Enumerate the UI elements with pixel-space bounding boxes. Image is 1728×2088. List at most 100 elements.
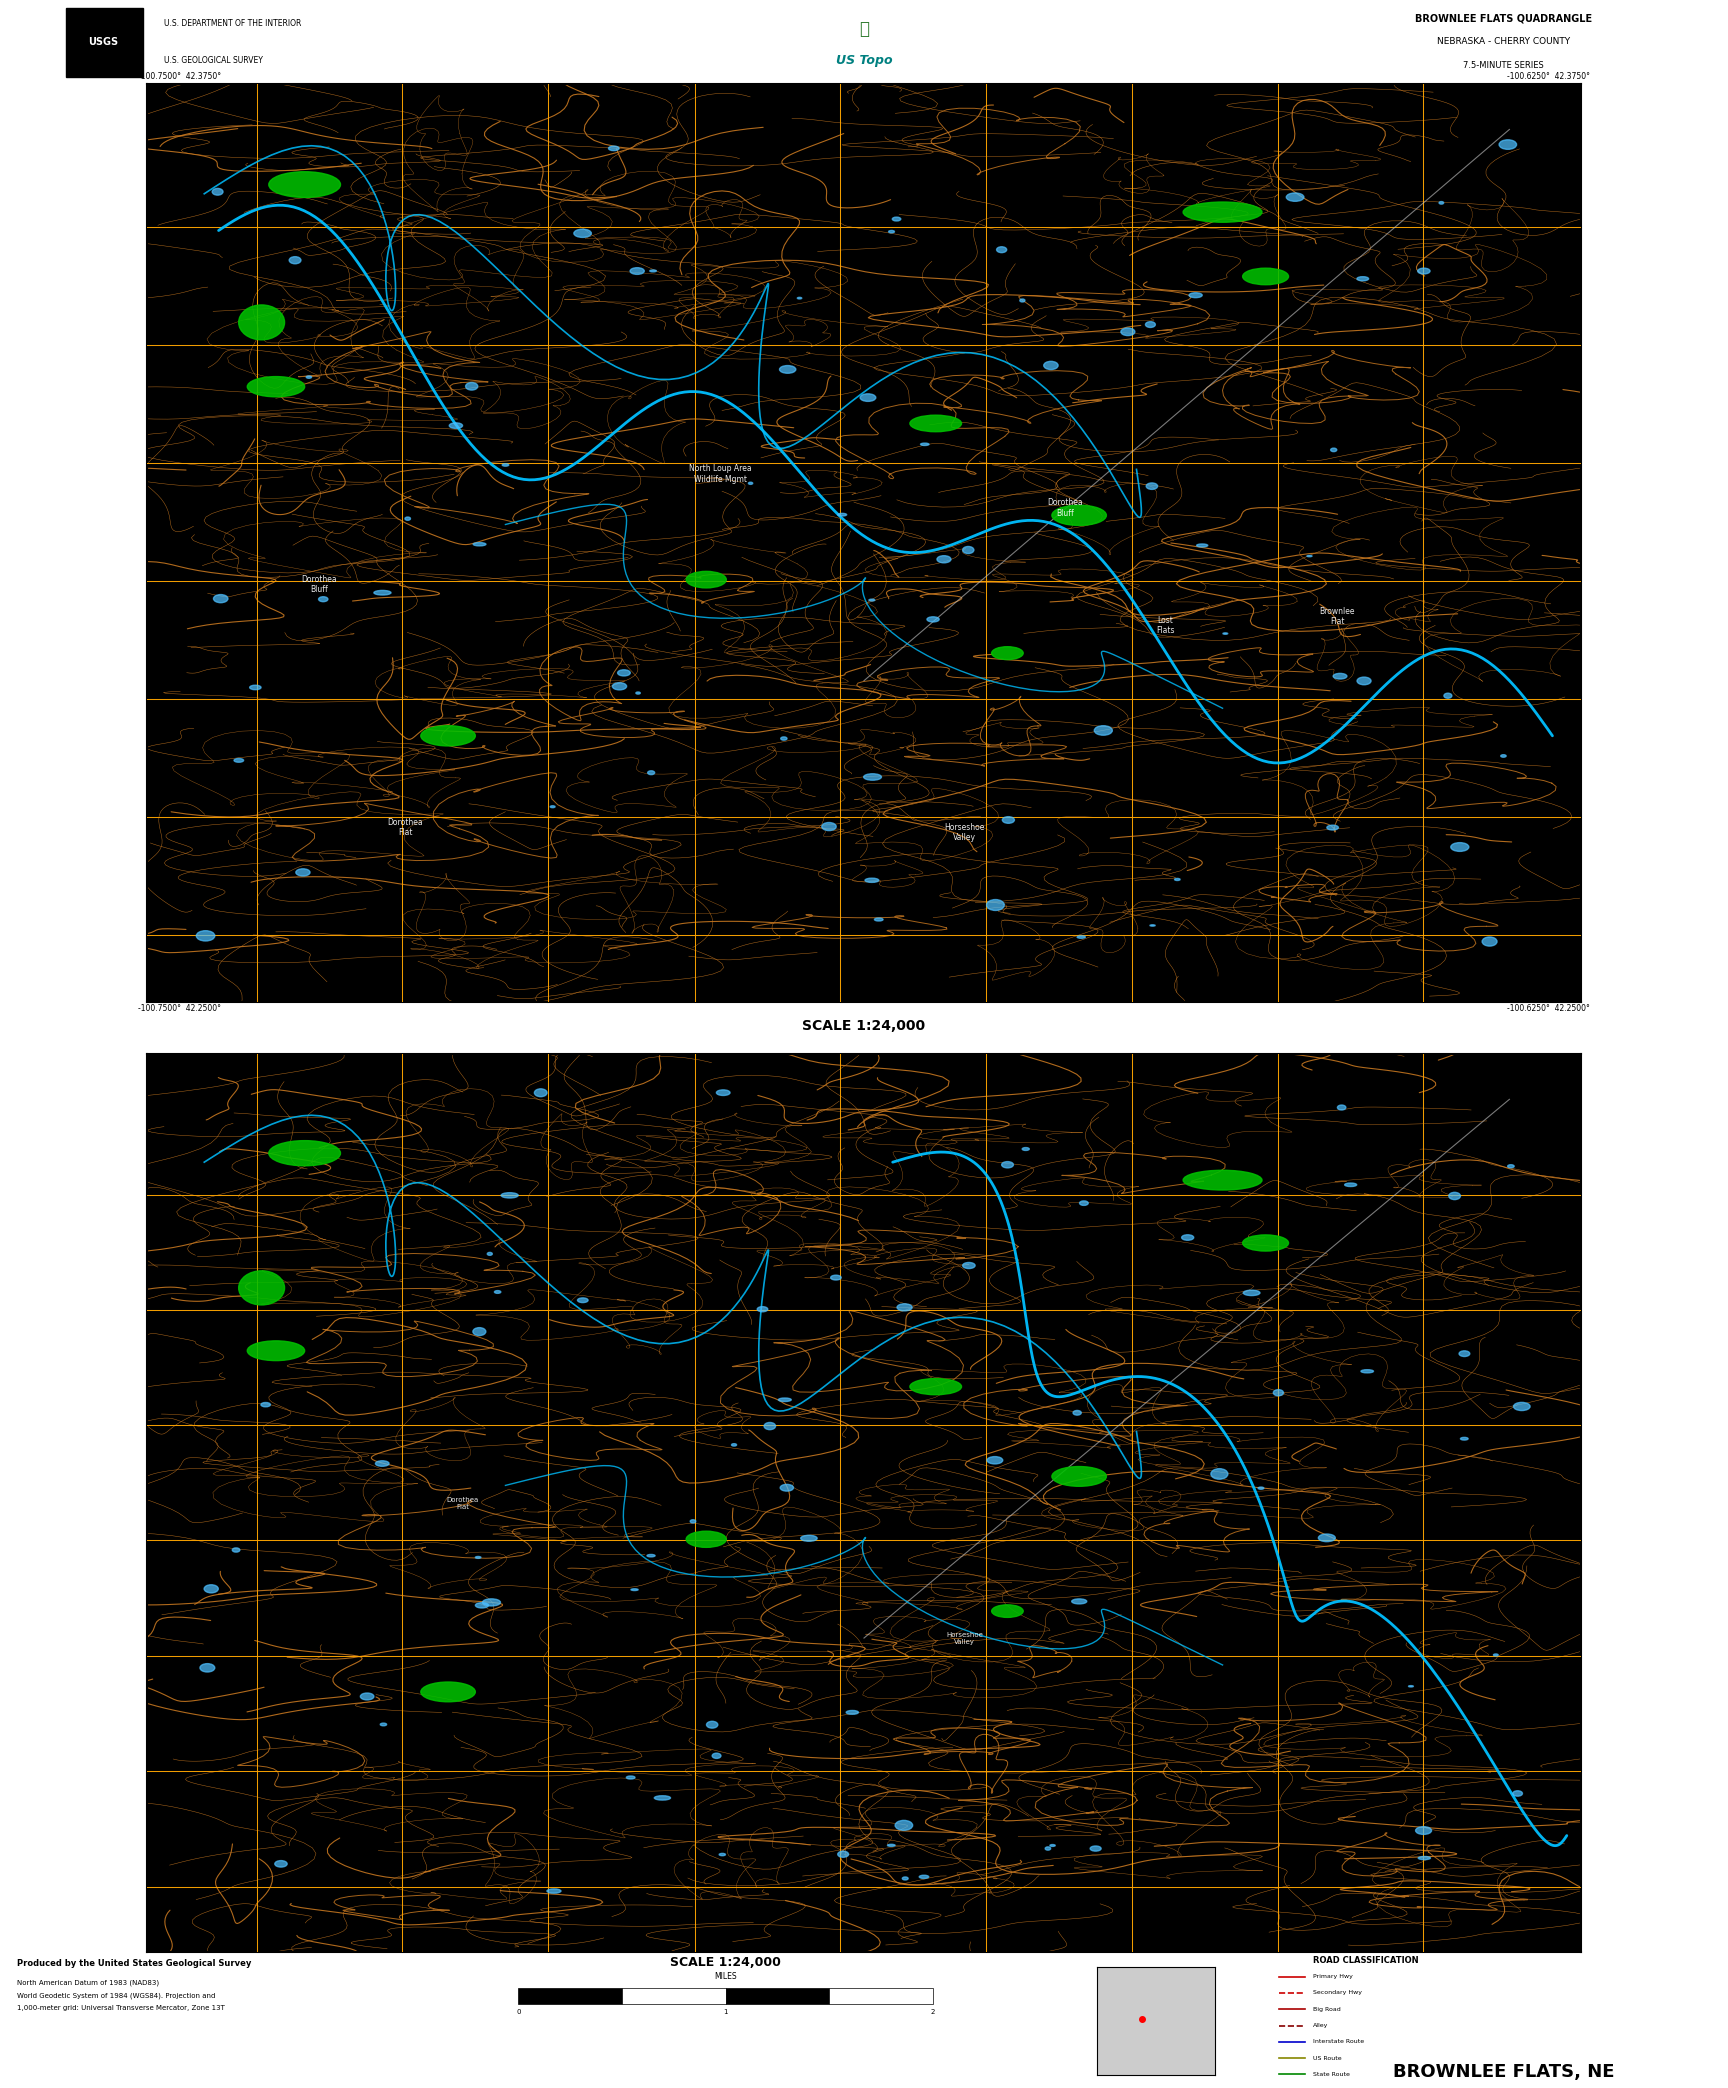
Text: Dorothea
Bluff: Dorothea Bluff xyxy=(301,574,337,593)
Text: Alley: Alley xyxy=(1313,2023,1329,2027)
Ellipse shape xyxy=(1182,1234,1194,1240)
Ellipse shape xyxy=(689,1520,696,1522)
Ellipse shape xyxy=(473,1328,486,1336)
Text: 1,000-meter grid: Universal Transverse Mercator, Zone 13T: 1,000-meter grid: Universal Transverse M… xyxy=(17,2004,225,2011)
Ellipse shape xyxy=(962,1263,975,1270)
Ellipse shape xyxy=(238,1272,285,1305)
Ellipse shape xyxy=(1327,825,1339,831)
Ellipse shape xyxy=(1184,203,1261,221)
Ellipse shape xyxy=(1415,1827,1431,1835)
Ellipse shape xyxy=(473,543,486,545)
Ellipse shape xyxy=(631,267,645,274)
Ellipse shape xyxy=(197,931,214,942)
Ellipse shape xyxy=(1020,299,1025,303)
Ellipse shape xyxy=(1146,482,1158,489)
Ellipse shape xyxy=(911,1378,961,1395)
Text: USGS: USGS xyxy=(88,38,119,46)
Ellipse shape xyxy=(719,1854,726,1856)
Text: MILES: MILES xyxy=(714,1973,738,1982)
Ellipse shape xyxy=(1002,1161,1013,1167)
Ellipse shape xyxy=(1189,292,1203,299)
Ellipse shape xyxy=(375,1462,389,1466)
Text: Brownlee
Flat: Brownlee Flat xyxy=(1320,608,1355,626)
Text: BROWNLEE FLATS QUADRANGLE: BROWNLEE FLATS QUADRANGLE xyxy=(1415,13,1591,23)
Ellipse shape xyxy=(992,647,1023,660)
Ellipse shape xyxy=(1512,1792,1522,1796)
Ellipse shape xyxy=(895,1821,912,1831)
Ellipse shape xyxy=(1077,935,1085,938)
Ellipse shape xyxy=(1052,1466,1106,1487)
Ellipse shape xyxy=(731,1443,736,1447)
Ellipse shape xyxy=(1073,1409,1082,1416)
Ellipse shape xyxy=(866,879,880,883)
Ellipse shape xyxy=(1023,1148,1030,1150)
Ellipse shape xyxy=(1318,1535,1336,1541)
Text: SCALE 1:24,000: SCALE 1:24,000 xyxy=(802,1019,926,1034)
Ellipse shape xyxy=(548,1890,562,1894)
Ellipse shape xyxy=(422,1683,475,1702)
Ellipse shape xyxy=(501,1192,518,1199)
FancyBboxPatch shape xyxy=(66,8,143,77)
Ellipse shape xyxy=(646,1553,655,1558)
Ellipse shape xyxy=(997,246,1007,253)
Ellipse shape xyxy=(232,1547,240,1551)
Ellipse shape xyxy=(626,1777,634,1779)
Ellipse shape xyxy=(1274,1391,1284,1395)
Ellipse shape xyxy=(608,146,619,150)
Ellipse shape xyxy=(1334,672,1346,679)
Ellipse shape xyxy=(987,1457,1002,1464)
Ellipse shape xyxy=(888,230,895,234)
Ellipse shape xyxy=(1331,449,1337,451)
Ellipse shape xyxy=(1242,1234,1289,1251)
Ellipse shape xyxy=(1071,1599,1087,1604)
Text: North American Datum of 1983 (NAD83): North American Datum of 1983 (NAD83) xyxy=(17,1979,159,1986)
Ellipse shape xyxy=(800,1535,817,1541)
Ellipse shape xyxy=(992,1606,1023,1618)
Text: Interstate Route: Interstate Route xyxy=(1313,2040,1365,2044)
Ellipse shape xyxy=(823,823,836,831)
Ellipse shape xyxy=(465,382,477,390)
Bar xyxy=(829,1988,933,2004)
Ellipse shape xyxy=(655,1796,670,1800)
Text: 1: 1 xyxy=(724,2009,727,2015)
Ellipse shape xyxy=(449,424,463,428)
Text: -100.7500°  42.3750°: -100.7500° 42.3750° xyxy=(138,73,221,81)
Text: Dorothea
Flat: Dorothea Flat xyxy=(446,1497,479,1510)
Ellipse shape xyxy=(270,171,340,198)
Ellipse shape xyxy=(987,900,1004,910)
Ellipse shape xyxy=(1146,322,1156,328)
Ellipse shape xyxy=(1417,267,1431,274)
Ellipse shape xyxy=(838,514,847,516)
Ellipse shape xyxy=(404,518,411,520)
Ellipse shape xyxy=(1344,1184,1356,1186)
Ellipse shape xyxy=(707,1721,717,1729)
Ellipse shape xyxy=(233,758,244,762)
Ellipse shape xyxy=(289,257,301,263)
Text: Dorothea
Bluff: Dorothea Bluff xyxy=(1047,499,1083,518)
Ellipse shape xyxy=(373,591,391,595)
Ellipse shape xyxy=(247,1340,304,1361)
Ellipse shape xyxy=(295,869,309,877)
Ellipse shape xyxy=(779,365,797,374)
Ellipse shape xyxy=(1460,1437,1469,1441)
Ellipse shape xyxy=(764,1422,776,1430)
Text: Big Road: Big Road xyxy=(1313,2007,1341,2011)
Text: State Route: State Route xyxy=(1313,2071,1350,2078)
Ellipse shape xyxy=(864,775,881,781)
Ellipse shape xyxy=(892,217,900,221)
Ellipse shape xyxy=(574,230,591,238)
Text: Dorothea
Flat: Dorothea Flat xyxy=(387,818,423,837)
Ellipse shape xyxy=(1507,1165,1514,1167)
Ellipse shape xyxy=(648,770,655,775)
Text: Horseshoe
Valley: Horseshoe Valley xyxy=(945,1631,983,1645)
Ellipse shape xyxy=(275,1860,287,1867)
Ellipse shape xyxy=(686,572,726,589)
Ellipse shape xyxy=(757,1307,767,1311)
Ellipse shape xyxy=(238,305,285,340)
Ellipse shape xyxy=(861,395,876,401)
Text: 7.5-MINUTE SERIES: 7.5-MINUTE SERIES xyxy=(1464,61,1543,69)
Ellipse shape xyxy=(1242,267,1289,284)
Text: U.S. DEPARTMENT OF THE INTERIOR: U.S. DEPARTMENT OF THE INTERIOR xyxy=(164,19,301,27)
Ellipse shape xyxy=(200,1664,214,1672)
Ellipse shape xyxy=(270,1140,340,1165)
